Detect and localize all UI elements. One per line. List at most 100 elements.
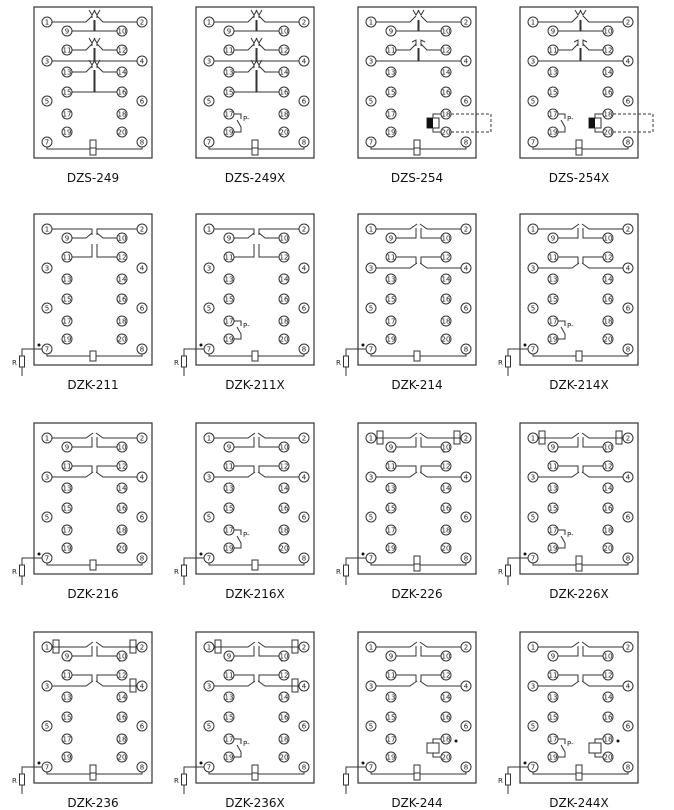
p-contact-label: P-: [243, 115, 250, 123]
contact-blade: [234, 232, 255, 239]
terminal-number: 1: [45, 19, 49, 27]
terminal-number: 9: [551, 28, 555, 36]
terminal-number: 2: [302, 226, 306, 234]
terminal-number: 16: [604, 714, 613, 722]
terminal-number: 10: [280, 28, 289, 36]
terminal-2: [136, 223, 148, 235]
terminal-number: 2: [464, 644, 468, 652]
terminal-number: 15: [549, 505, 558, 513]
terminal-number: 3: [207, 474, 211, 482]
terminal-number: 13: [225, 276, 234, 284]
terminal-number: 20: [604, 336, 613, 344]
terminal-number: 16: [604, 89, 613, 97]
contact-blade: [376, 15, 417, 23]
terminal-8: [298, 343, 310, 355]
terminal-number: 11: [225, 254, 234, 262]
terminal-number: 3: [45, 474, 49, 482]
terminal-number: 11: [549, 47, 558, 55]
terminal-8: [460, 761, 472, 773]
contact-wire: [234, 244, 255, 258]
terminal-15: [223, 502, 235, 514]
terminal-number: 5: [207, 305, 211, 313]
terminal-10: [440, 441, 452, 453]
terminal-11: [61, 251, 73, 263]
terminal-number: 12: [604, 47, 613, 55]
terminal-17: [223, 524, 235, 536]
terminal-9: [223, 441, 235, 453]
terminal-6: [622, 511, 634, 523]
terminal-3: [527, 471, 539, 483]
model-title: DZK-214X: [549, 378, 609, 392]
contact-blade: [72, 65, 93, 73]
terminal-4: [460, 680, 472, 692]
terminal-number: 2: [140, 644, 144, 652]
terminal-number: 2: [140, 226, 144, 234]
terminal-11: [61, 44, 73, 56]
terminal-number: 5: [531, 514, 535, 522]
terminal-number: 8: [302, 764, 306, 772]
terminal-number: 4: [140, 683, 145, 691]
terminal-7: [41, 761, 53, 773]
terminal-7: [365, 761, 377, 773]
resistor-label: R: [12, 777, 17, 785]
contact-t-symbol: [420, 39, 426, 46]
terminal-number: 1: [531, 644, 535, 652]
terminal-15: [61, 711, 73, 723]
model-title: DZS-249: [67, 171, 119, 185]
terminal-18: [602, 315, 614, 327]
coil-icon: [426, 742, 440, 754]
terminal-1: [365, 16, 377, 28]
terminal-6: [136, 302, 148, 314]
terminal-number: 19: [225, 754, 234, 762]
terminal-4: [298, 55, 310, 67]
terminal-4: [622, 262, 634, 274]
terminal-8: [622, 136, 634, 148]
terminal-4: [460, 471, 472, 483]
terminal-number: 11: [387, 254, 396, 262]
terminal-number: 11: [63, 254, 72, 262]
terminal-number: 13: [387, 694, 396, 702]
contact-blade: [95, 680, 137, 687]
terminal-number: 6: [302, 98, 307, 106]
terminal-4: [136, 680, 148, 692]
contact-y-symbol: [574, 9, 582, 16]
capacitor-icon: [575, 147, 583, 156]
terminal-2: [136, 16, 148, 28]
contact-blade: [581, 223, 623, 230]
contact-blade: [582, 43, 603, 51]
terminal-17: [223, 733, 235, 745]
model-title: DZK-236: [67, 796, 118, 810]
terminal-13: [61, 482, 73, 494]
terminal-11: [385, 669, 397, 681]
terminal-2: [622, 16, 634, 28]
terminal-18: [116, 108, 128, 120]
contact-wire: [258, 437, 279, 448]
terminal-number: 5: [531, 305, 535, 313]
polarity-dot: [523, 552, 527, 556]
terminal-number: 17: [63, 527, 72, 535]
contact-wire: [258, 465, 279, 473]
terminal-number: 15: [549, 296, 558, 304]
terminal-11: [223, 44, 235, 56]
terminal-11: [223, 460, 235, 472]
terminal-5: [41, 95, 53, 107]
terminal-number: 3: [531, 58, 535, 66]
terminal-number: 5: [531, 98, 535, 106]
resistor-wire: [507, 766, 528, 774]
terminal-7: [527, 552, 539, 564]
terminal-number: 18: [604, 111, 613, 119]
terminal-number: 18: [280, 111, 289, 119]
terminal-number: 3: [531, 474, 535, 482]
terminal-number: 14: [604, 69, 613, 77]
terminal-20: [602, 542, 614, 554]
terminal-14: [116, 66, 128, 78]
panel-frame: [195, 213, 315, 366]
contact-blade: [95, 641, 137, 648]
terminal-number: 11: [63, 463, 72, 471]
terminal-number: 5: [369, 305, 373, 313]
terminal-5: [203, 720, 215, 732]
terminal-number: 7: [207, 346, 211, 354]
terminal-1: [203, 16, 215, 28]
